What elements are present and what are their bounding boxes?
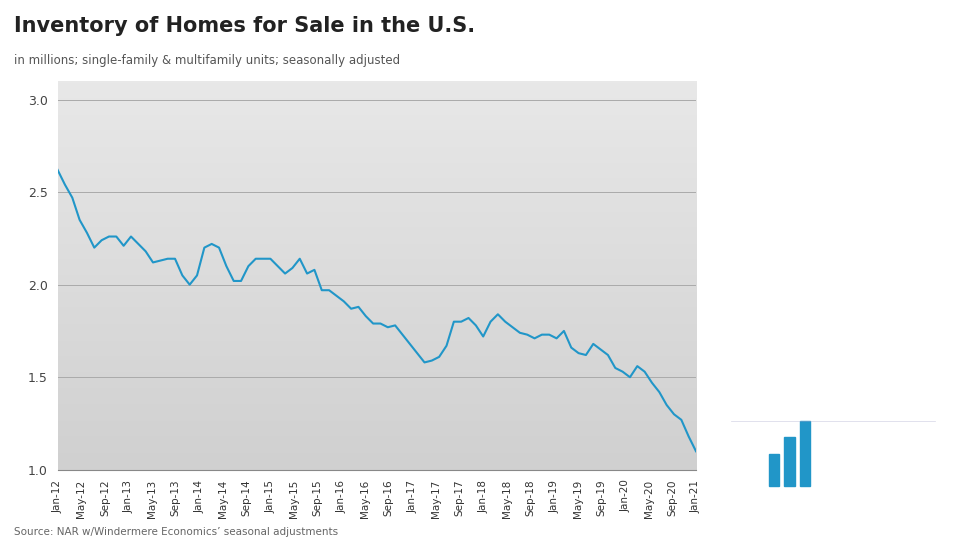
Text: Source: NAR w/Windermere Economics’ seasonal adjustments: Source: NAR w/Windermere Economics’ seas… (14, 527, 338, 537)
Bar (800, 421, 810, 486)
Text: WINDERMERE
Economics: WINDERMERE Economics (820, 451, 907, 483)
Text: Inventory
Levels are
Still
Woefully
Low: Inventory Levels are Still Woefully Low (745, 130, 921, 302)
Bar (769, 454, 780, 486)
Bar (784, 437, 795, 486)
Text: Inventory of Homes for Sale in the U.S.: Inventory of Homes for Sale in the U.S. (14, 16, 475, 36)
Text: in millions; single-family & multifamily units; seasonally adjusted: in millions; single-family & multifamily… (14, 54, 400, 67)
